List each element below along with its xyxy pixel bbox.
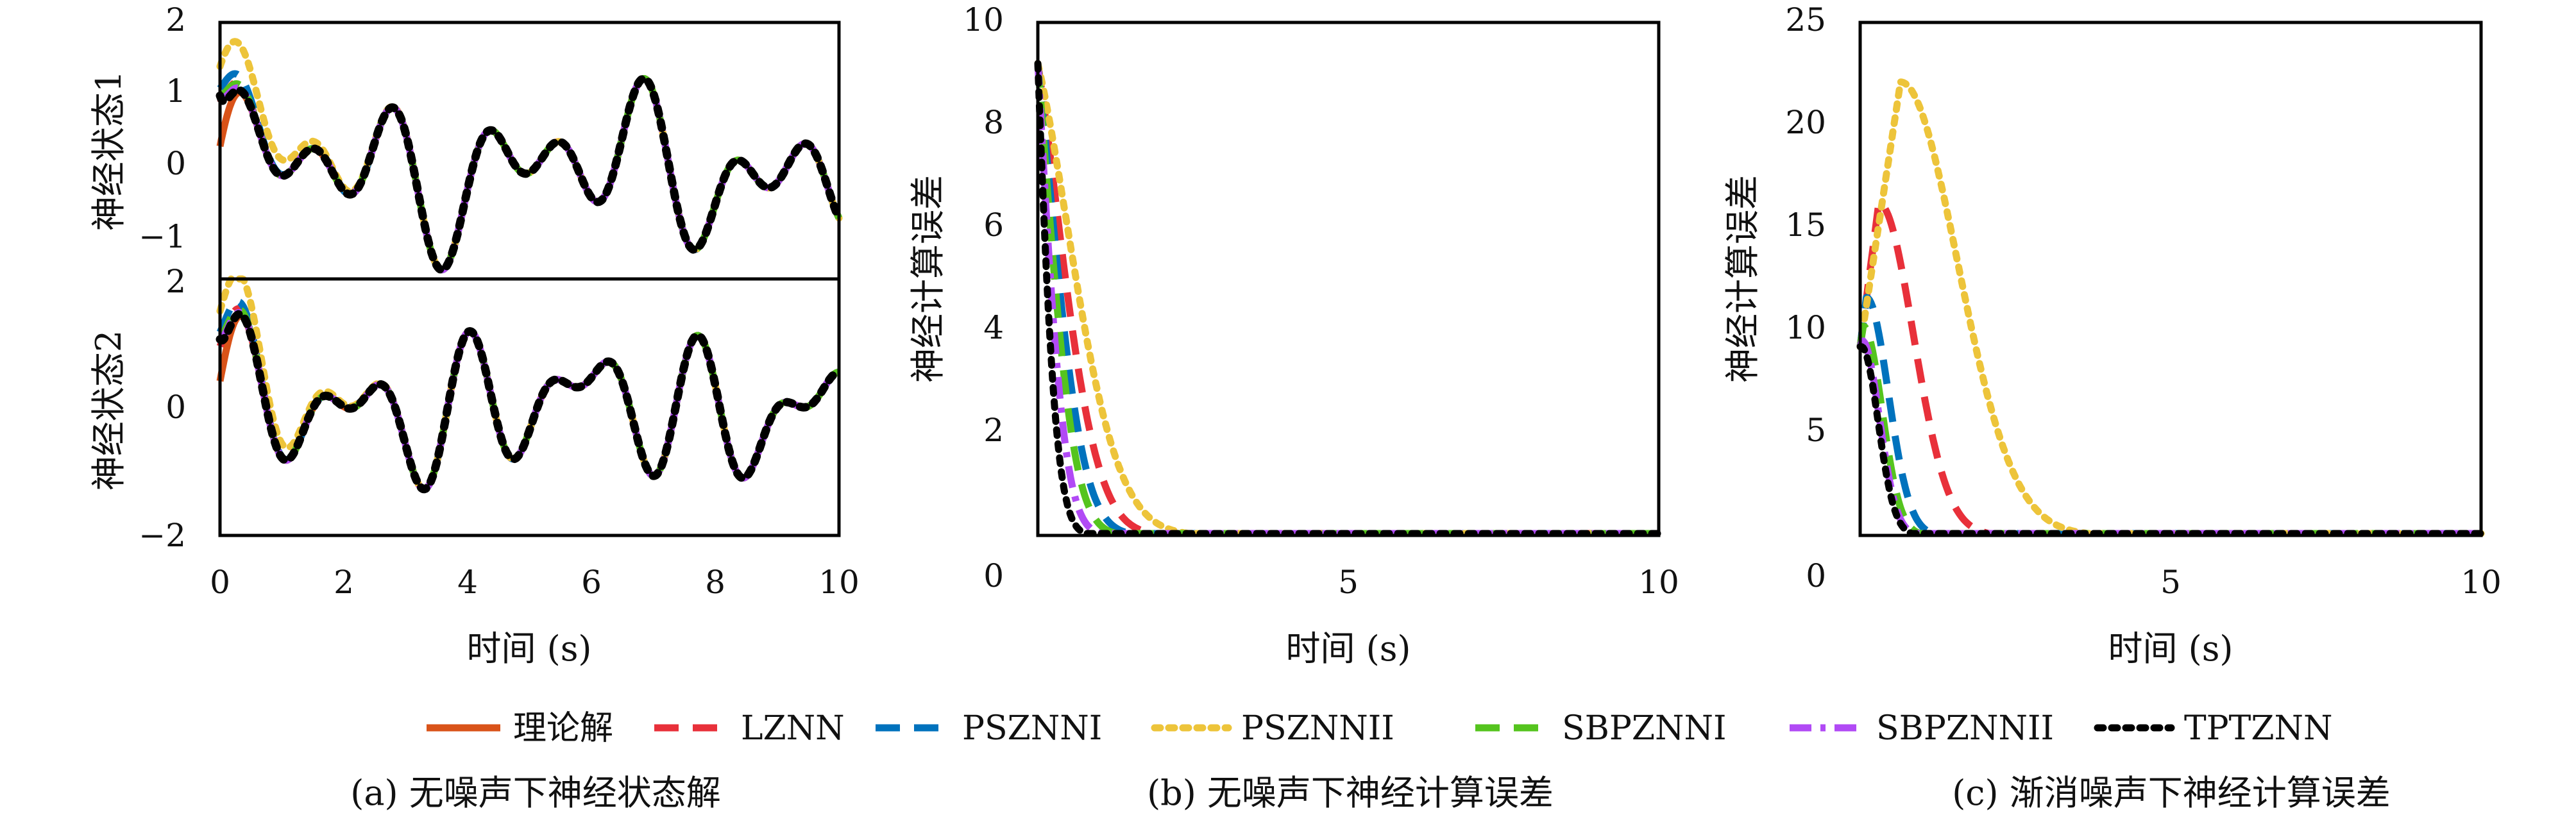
panel-a-state2-frame — [218, 277, 841, 537]
legend-label-lznn: LZNN — [741, 709, 845, 748]
panel-a-xtick-8: 8 — [705, 564, 725, 601]
panel-c-ytick-20: 20 — [1785, 104, 1826, 141]
panel-c-line-tptznn — [1856, 343, 2485, 537]
legend-label-theory: 理论解 — [513, 709, 613, 748]
panel-a-ytick-top-1: 1 — [165, 72, 186, 110]
panel-c-ylabel: 神经计算误差 — [1722, 175, 1763, 383]
panel-b-ylabel: 神经计算误差 — [908, 175, 948, 383]
panel-a-ytick-bot-2: 2 — [165, 263, 186, 300]
panel-a-ytick-top-m1: −1 — [139, 218, 186, 255]
panel-a-state2-line-tptznn — [216, 310, 843, 494]
panel-a: 2 1 0 −1 2 0 −2 神经状态1 神经状态2 0 2 4 6 8 10… — [89, 1, 860, 669]
panel-a-ytick-bot-0: 0 — [165, 389, 186, 426]
panel-b-xlabel: 时间 (s) — [1285, 628, 1411, 669]
panel-a-ytick-top-0: 0 — [165, 145, 186, 182]
legend-label-sbpznnii: SBPZNNII — [1876, 709, 2054, 748]
panel-c-ytick-5: 5 — [1806, 412, 1826, 449]
panel-c-ytick-25: 25 — [1785, 1, 1826, 38]
panel-c-error-lines — [1856, 78, 2485, 537]
panel-a-state2-lines — [216, 275, 843, 494]
panel-c-frame — [1858, 21, 2483, 537]
panel-c-xlabel: 时间 (s) — [2108, 628, 2233, 669]
legend: 理论解 LZNN PSZNNI PSZNNII SBPZNNI SBPZNNII TPTZN… — [427, 709, 2333, 748]
panel-a-ylabel-state1: 神经状态1 — [89, 71, 129, 231]
panel-c-ytick-10: 10 — [1785, 309, 1826, 346]
panel-b-xtick-5: 5 — [1338, 564, 1359, 601]
panel-b: 10 8 6 4 2 0 神经计算误差 5 10 时间 (s) — [908, 1, 1679, 669]
panel-a-xtick-10: 10 — [818, 564, 860, 601]
caption-c: (c) 渐消噪声下神经计算误差 — [1952, 773, 2391, 813]
legend-label-psznnii: PSZNNII — [1241, 709, 1394, 748]
panel-c: 25 20 15 10 5 0 神经计算误差 5 10 时间 (s) — [1722, 1, 2502, 669]
panel-c-ytick-15: 15 — [1785, 206, 1826, 244]
panel-c-ytick-0: 0 — [1806, 557, 1826, 594]
panel-a-xtick-2: 2 — [334, 564, 354, 601]
panel-c-xtick-5: 5 — [2160, 564, 2181, 601]
panel-b-ytick-10: 10 — [963, 1, 1004, 38]
panel-a-xtick-6: 6 — [581, 564, 602, 601]
panel-b-error-lines — [1034, 60, 1663, 537]
panel-a-state1-lines — [216, 38, 843, 274]
panel-b-xtick-10: 10 — [1638, 564, 1679, 601]
panel-b-ytick-6: 6 — [983, 206, 1004, 244]
panel-a-state1-line-tptznn — [216, 74, 843, 274]
caption-a: (a) 无噪声下神经状态解 — [350, 773, 721, 813]
panel-b-ytick-4: 4 — [983, 309, 1004, 346]
caption-b: (b) 无噪声下神经计算误差 — [1147, 773, 1554, 813]
legend-label-sbpznni: SBPZNNI — [1562, 709, 1727, 748]
legend-label-psznni: PSZNNI — [962, 709, 1102, 748]
panel-b-line-tptznn — [1034, 60, 1663, 537]
panel-c-xtick-10: 10 — [2461, 564, 2502, 601]
panel-a-xtick-0: 0 — [210, 564, 230, 601]
legend-label-tptznn: TPTZNN — [2184, 709, 2333, 748]
panel-b-ytick-2: 2 — [983, 412, 1004, 449]
panel-b-frame — [1036, 21, 1661, 537]
panel-a-xtick-4: 4 — [457, 564, 478, 601]
panel-a-ylabel-state2: 神经状态2 — [89, 330, 129, 491]
panel-b-ytick-8: 8 — [983, 104, 1004, 141]
panel-a-xlabel: 时间 (s) — [466, 628, 591, 669]
panel-a-ytick-bot-m2: −2 — [139, 517, 186, 554]
panel-b-ytick-0: 0 — [983, 557, 1004, 594]
panel-a-ytick-top-2: 2 — [165, 1, 186, 38]
